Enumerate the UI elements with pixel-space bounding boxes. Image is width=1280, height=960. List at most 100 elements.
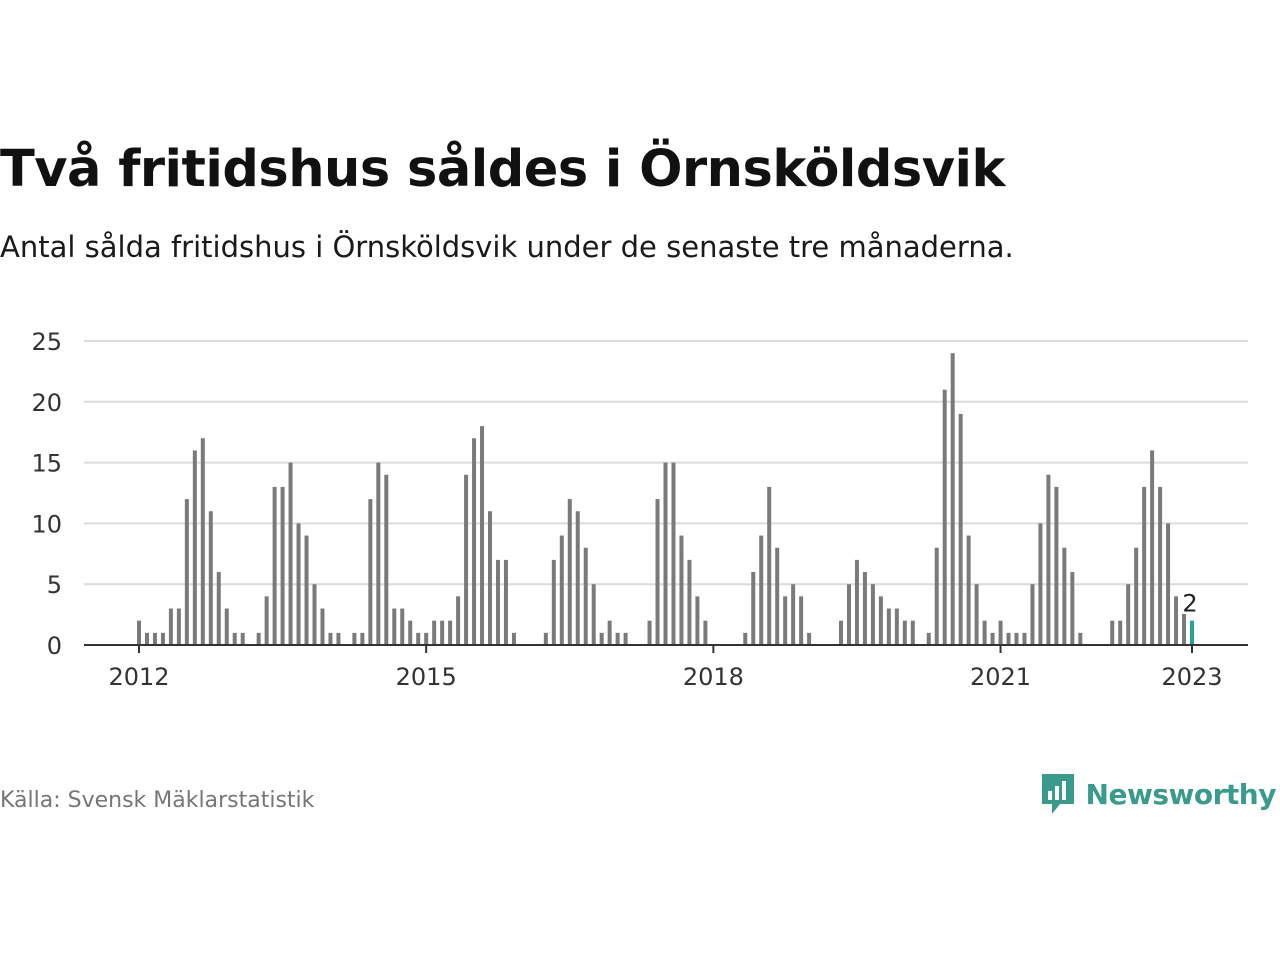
x-tick-label: 2018 <box>683 663 744 691</box>
bar <box>304 535 309 645</box>
bar <box>950 353 955 645</box>
bar <box>1070 572 1075 645</box>
y-tick-label: 25 <box>31 328 62 356</box>
bar <box>583 547 588 645</box>
bar <box>424 632 429 645</box>
bar <box>894 608 899 645</box>
bar <box>974 584 979 645</box>
bar <box>1054 486 1059 645</box>
bar <box>751 572 756 645</box>
bar <box>655 499 660 645</box>
bar <box>958 413 963 645</box>
bar <box>200 438 205 645</box>
bar <box>296 523 301 645</box>
bar <box>503 559 508 645</box>
bar <box>416 632 421 645</box>
bar <box>408 620 413 645</box>
bar <box>360 632 365 645</box>
bar <box>264 596 269 645</box>
bar <box>511 632 516 645</box>
x-tick-label: 2023 <box>1161 663 1222 691</box>
bar <box>288 462 293 645</box>
bar <box>886 608 891 645</box>
bars <box>137 353 1194 645</box>
bar <box>703 620 708 645</box>
bar <box>854 559 859 645</box>
bar <box>567 499 572 645</box>
x-tick-label: 2021 <box>970 663 1031 691</box>
bar <box>671 462 676 645</box>
y-tick-label: 20 <box>31 389 62 417</box>
bar <box>192 450 197 645</box>
bar <box>559 535 564 645</box>
bar <box>910 620 915 645</box>
bar <box>862 572 867 645</box>
bar <box>216 572 221 645</box>
bar <box>846 584 851 645</box>
bar <box>1062 547 1067 645</box>
bar <box>767 486 772 645</box>
bar <box>1046 474 1051 645</box>
bar <box>878 596 883 645</box>
y-tick-label: 0 <box>47 632 62 660</box>
bar <box>551 559 556 645</box>
bar <box>543 632 548 645</box>
bar <box>1006 632 1011 645</box>
bar <box>743 632 748 645</box>
bar <box>448 620 453 645</box>
bar <box>1134 547 1139 645</box>
bar <box>144 632 149 645</box>
bar <box>224 608 229 645</box>
bar <box>1142 486 1147 645</box>
bar <box>472 438 477 645</box>
bar <box>1182 608 1187 645</box>
x-tick-label: 2012 <box>108 663 169 691</box>
chart-title: Två fritidshus såldes i Örnsköldsvik <box>0 140 1005 199</box>
bar <box>440 620 445 645</box>
chart-subtitle: Antal sålda fritidshus i Örnsköldsvik un… <box>0 230 1014 264</box>
bar <box>679 535 684 645</box>
bar <box>990 632 995 645</box>
bar <box>807 632 812 645</box>
bar <box>791 584 796 645</box>
bar <box>272 486 277 645</box>
bar <box>328 632 333 645</box>
bar <box>1126 584 1131 645</box>
bar <box>599 632 604 645</box>
bar <box>312 584 317 645</box>
bar <box>488 511 492 645</box>
bar <box>1174 596 1179 645</box>
bar <box>966 535 971 645</box>
bar <box>495 559 500 645</box>
bar <box>376 462 381 645</box>
bar <box>160 632 165 645</box>
bar <box>623 632 628 645</box>
bar <box>663 462 668 645</box>
bar <box>870 584 875 645</box>
bar <box>320 608 325 645</box>
bar <box>368 499 373 645</box>
bar <box>607 620 612 645</box>
bar <box>456 596 461 645</box>
bar <box>926 632 931 645</box>
newsworthy-logo-icon <box>1041 774 1074 814</box>
bar <box>1110 620 1115 645</box>
bar <box>1166 523 1171 645</box>
bar <box>240 632 245 645</box>
y-tick-label: 15 <box>31 450 62 478</box>
bar <box>1118 620 1123 645</box>
bar <box>1158 486 1163 645</box>
bar <box>759 535 764 645</box>
bar <box>208 511 213 645</box>
bar <box>615 632 620 645</box>
bar <box>152 632 157 645</box>
bar <box>775 547 780 645</box>
bar <box>934 547 939 645</box>
bar <box>839 620 843 645</box>
bar <box>392 608 397 645</box>
bar <box>998 620 1003 645</box>
bar <box>280 486 285 645</box>
bar <box>168 608 173 645</box>
bar <box>591 584 596 645</box>
bar <box>464 474 469 645</box>
